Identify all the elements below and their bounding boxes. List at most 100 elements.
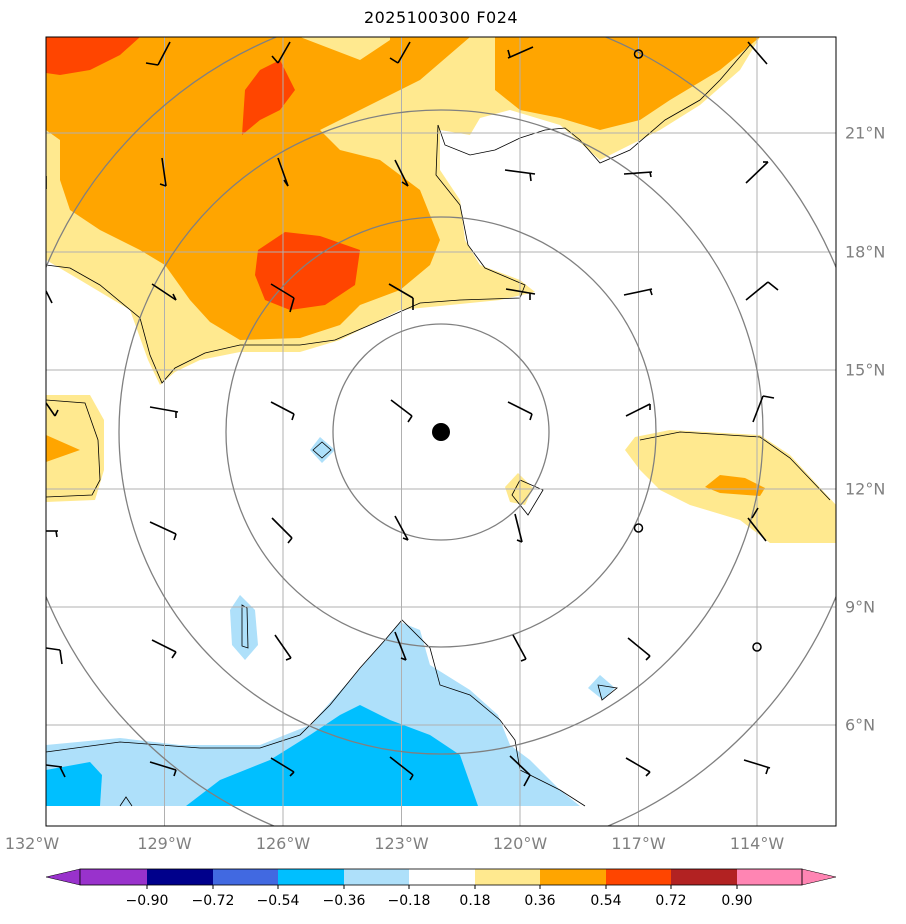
positive-region-red-n1 (46, 37, 140, 75)
colorbar-segment (409, 869, 475, 885)
colorbar-segment (80, 869, 147, 885)
wind-barb (625, 403, 651, 417)
wind-barb (151, 639, 177, 659)
colorbar-segment (540, 869, 606, 885)
map-title: 2025100300 F024 (363, 8, 519, 27)
calm-circle (633, 523, 644, 533)
lat-tick-label: 15°N (845, 360, 886, 380)
wind-barb (390, 399, 413, 423)
colorbar-label: −0.90 (125, 893, 169, 909)
colorbar-label: 0.72 (655, 893, 687, 909)
colorbar-segment (147, 869, 213, 885)
wind-barb (752, 395, 775, 423)
lat-tick-label: 18°N (845, 242, 886, 262)
positive-region-red-n2 (242, 60, 295, 135)
wind-barb (277, 157, 289, 187)
wind-barb (505, 288, 536, 300)
wind-barb (747, 507, 767, 542)
lon-tick-label: 123°W (374, 834, 429, 853)
wind-barb (389, 756, 414, 781)
wind-barb (46, 290, 53, 304)
negative-region-lightblue-a (230, 595, 258, 660)
wind-barb (149, 406, 179, 418)
wind-barb (623, 288, 653, 296)
colorbar (45, 868, 837, 889)
wind-barb (514, 513, 523, 543)
anomaly-fill (46, 37, 836, 806)
wind-barb (745, 281, 779, 301)
wind-barb (394, 515, 409, 541)
lon-tick-label: 120°W (492, 834, 548, 853)
range-rings (46, 37, 836, 826)
range-ring-1 (332, 323, 550, 541)
lat-tick-label: 12°N (845, 479, 886, 499)
lon-tick-label: 114°W (729, 834, 785, 853)
gridlines (46, 37, 836, 826)
contour-lines (46, 44, 831, 807)
colorbar-label: −0.18 (387, 893, 431, 909)
wind-barb (270, 283, 295, 313)
wind-barb (270, 757, 295, 777)
wind-barb (149, 761, 177, 777)
wind-barb (747, 41, 768, 65)
wind-barb (271, 41, 291, 64)
wind-barb (151, 283, 177, 301)
wind-barb (504, 169, 536, 182)
wind-barb (507, 46, 534, 59)
positive-region-orange-ne (495, 37, 760, 130)
calm-circle (633, 49, 644, 59)
colorbar-segment (278, 869, 344, 885)
colorbar-under-arrow (45, 868, 81, 886)
lon-tick-label: 117°W (611, 834, 666, 853)
colorbar-label: −0.72 (191, 893, 235, 909)
colorbar-segment (475, 869, 540, 885)
colorbar-label: 0.90 (721, 893, 753, 909)
positive-region-orange-nw (46, 37, 470, 340)
colorbar-over-arrow (801, 868, 837, 886)
wind-barb (46, 402, 59, 417)
lat-tick-label: 9°N (845, 597, 876, 617)
wind-barb (625, 757, 651, 777)
colorbar-segment (737, 869, 802, 885)
colorbar-segment (344, 869, 409, 885)
wind-barbs (46, 41, 779, 787)
calm-circle (752, 642, 762, 652)
lat-tick-label: 6°N (845, 715, 876, 735)
plot-frame (45, 36, 837, 827)
wind-barb (270, 401, 295, 421)
lon-tick-label: 126°W (255, 834, 311, 853)
wind-barb (149, 521, 177, 541)
negative-region-blue-sw (46, 762, 102, 806)
negative-region-blue-s (186, 705, 478, 806)
wind-barb (743, 759, 771, 775)
positive-region-orange-w (46, 435, 80, 462)
lat-tick-label: 21°N (845, 123, 886, 143)
colorbar-label: 0.54 (590, 893, 622, 909)
wind-barb (394, 159, 409, 187)
wind-barb (623, 171, 653, 178)
colorbar-segment (671, 869, 737, 885)
wind-barb (145, 41, 171, 66)
wind-barb (271, 517, 293, 544)
wind-barb (159, 157, 167, 187)
colorbar-label: −0.54 (256, 893, 300, 909)
wind-barb (46, 530, 58, 538)
wind-barb (389, 41, 411, 64)
negative-region-lightblue-b (310, 437, 335, 463)
range-ring-2 (225, 216, 657, 648)
wind-barb (394, 631, 407, 661)
wind-barb (627, 637, 651, 661)
wind-barb (274, 634, 292, 661)
storm-center-marker (432, 423, 450, 441)
wind-barb (512, 634, 527, 662)
colorbar-label: 0.18 (459, 893, 491, 909)
wind-barb (507, 401, 533, 421)
colorbar-segment (213, 869, 278, 885)
colorbar-segment (606, 869, 671, 885)
positive-region-orange-e (705, 475, 765, 496)
negative-region-lightblue-c (588, 675, 615, 700)
wind-barb (46, 764, 66, 778)
calm-markers (633, 49, 762, 652)
lon-tick-label: 129°W (137, 834, 192, 853)
